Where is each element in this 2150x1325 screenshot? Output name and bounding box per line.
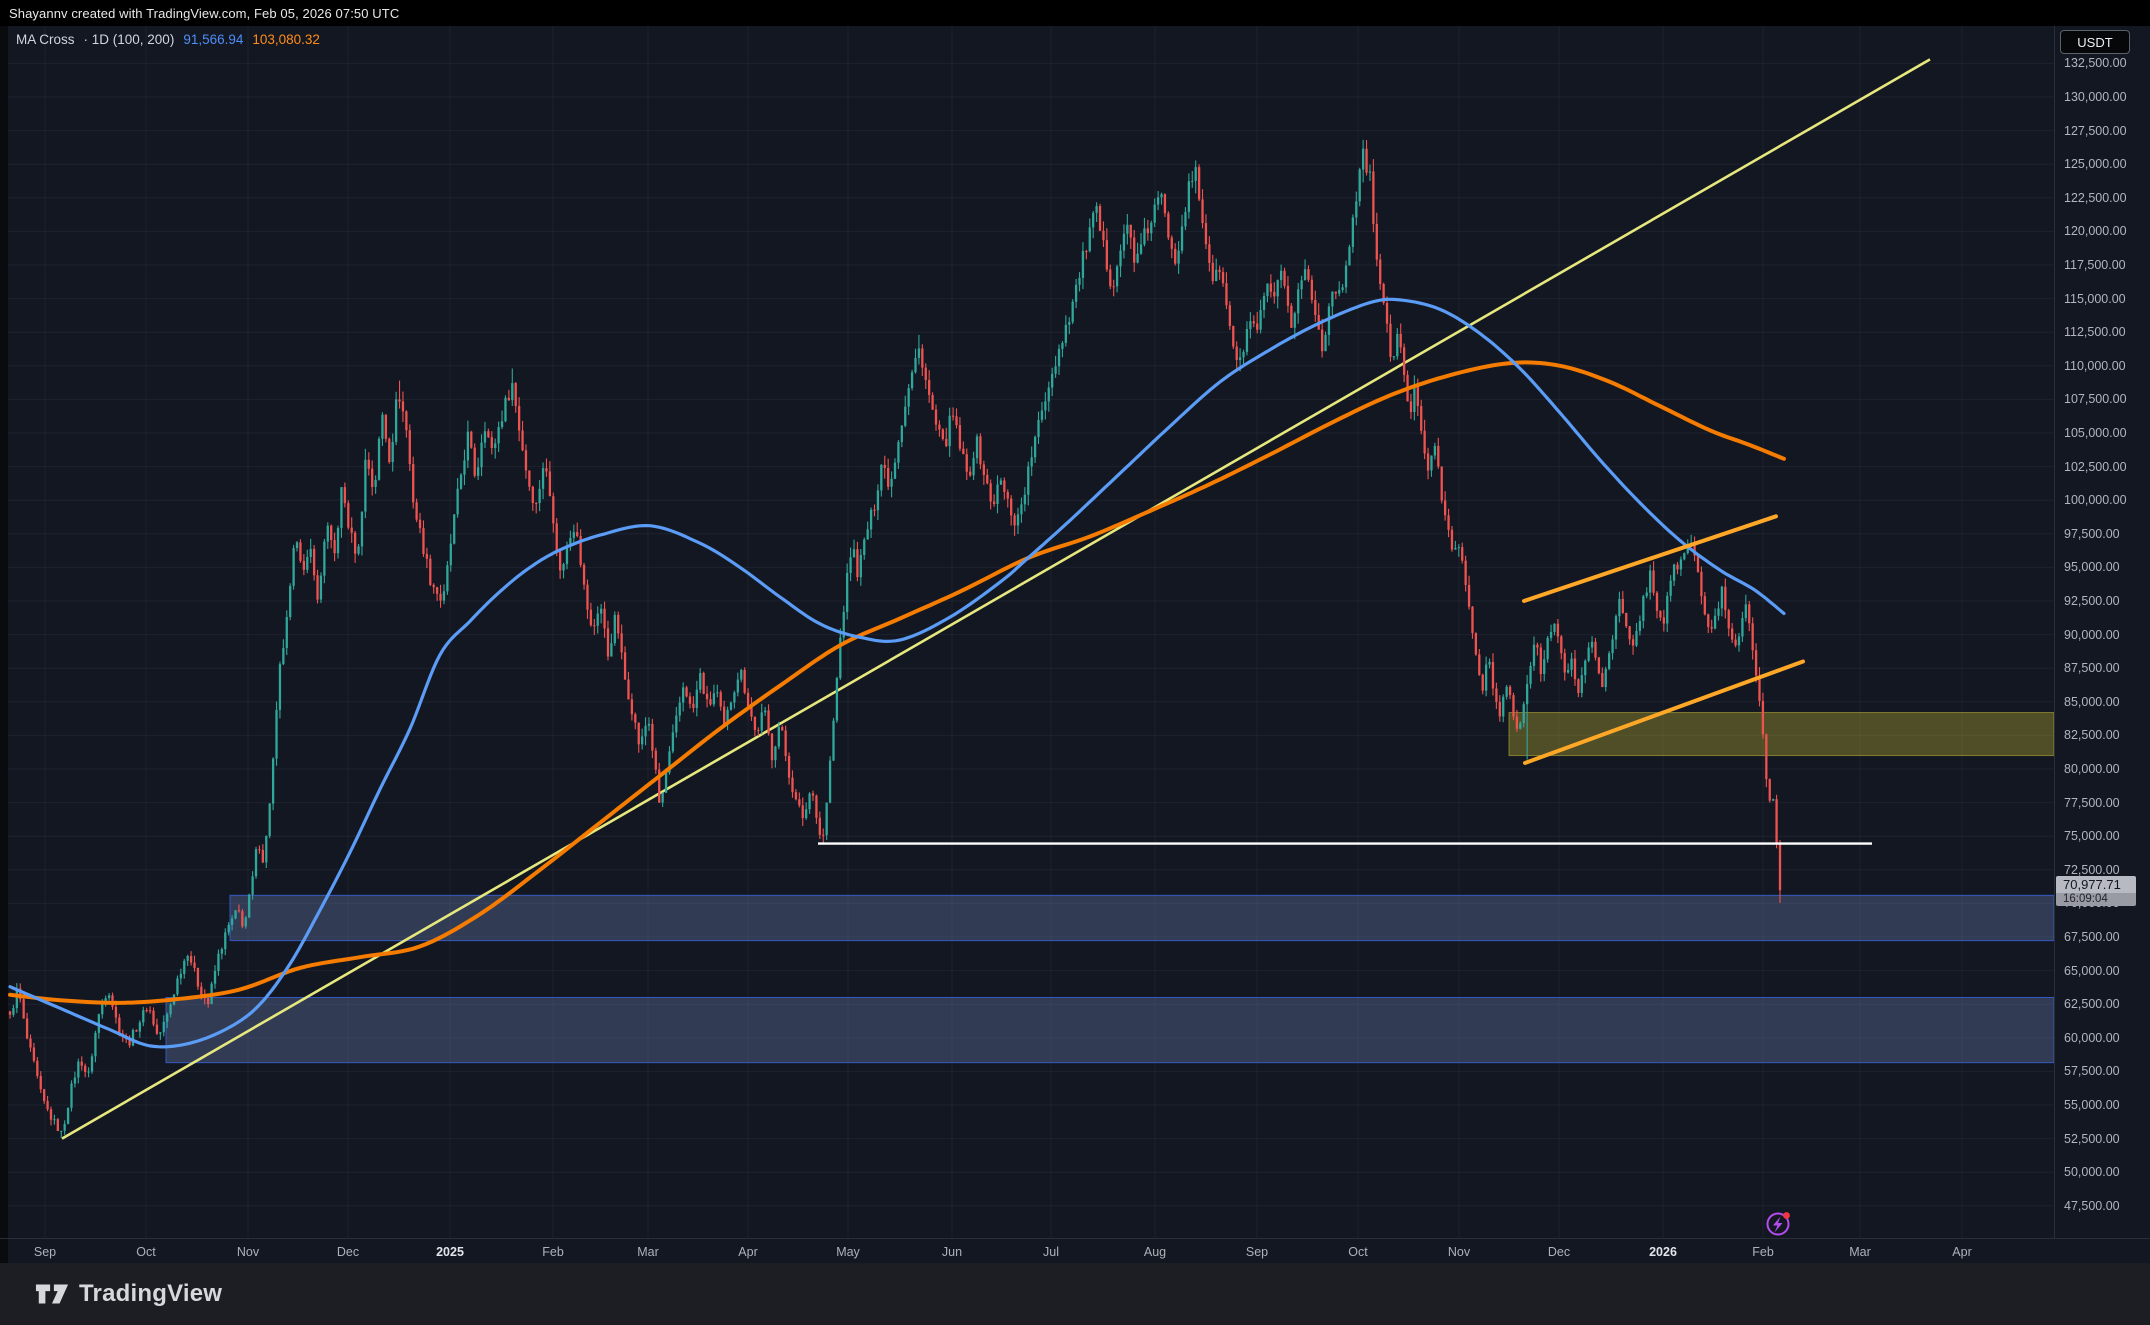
- attribution-text: Shayannv created with TradingView.com, F…: [9, 5, 400, 21]
- indicator-legend[interactable]: MA Cross · 1D (100, 200) 91,566.94 103,0…: [16, 30, 320, 48]
- flash-events-icon[interactable]: [1766, 1212, 1790, 1236]
- supply-zone-olive[interactable]: [1508, 712, 2055, 757]
- time-tick-label: Nov: [236, 1244, 260, 1259]
- tradingview-logo-icon[interactable]: [35, 1283, 69, 1305]
- time-tick-label: Mar: [637, 1244, 659, 1259]
- time-tick-label: Nov: [1447, 1244, 1471, 1259]
- time-tick-label: Sep: [1245, 1244, 1269, 1259]
- footer-bar: TradingView: [0, 1263, 2150, 1325]
- price-tick-label: 50,000.00: [2064, 1165, 2120, 1180]
- price-tick-label: 67,500.00: [2064, 930, 2120, 944]
- price-tick-label: 95,000.00: [2064, 560, 2120, 575]
- time-tick-label: Apr: [738, 1244, 758, 1259]
- currency-toggle-button[interactable]: USDT: [2060, 30, 2130, 54]
- price-tick-label: 72,500.00: [2064, 862, 2120, 877]
- price-tick-label: 60,000.00: [2064, 1030, 2120, 1045]
- highlight-zones[interactable]: [165, 712, 2055, 1064]
- indicator-name[interactable]: MA Cross: [16, 31, 75, 47]
- ma100-line[interactable]: [8, 297, 1786, 1049]
- price-tick-label: 90,000.00: [2064, 627, 2120, 642]
- time-tick-label: 2025: [436, 1244, 464, 1259]
- time-tick-label: Jul: [1043, 1244, 1059, 1259]
- last-price-value: 70,977.71: [2056, 876, 2136, 893]
- time-tick-label: Dec: [336, 1244, 360, 1259]
- demand-zone-upper[interactable]: [229, 894, 2055, 942]
- time-tick-label: Oct: [1348, 1244, 1368, 1259]
- price-tick-label: 110,000.00: [2064, 358, 2126, 373]
- tradingview-logo-text[interactable]: TradingView: [79, 1280, 223, 1307]
- price-tick-label: 102,500.00: [2064, 459, 2127, 474]
- time-tick-label: Oct: [136, 1244, 156, 1259]
- grid-lines: [0, 26, 2054, 1238]
- ma100-value: 91,566.94: [183, 31, 244, 47]
- ma200-line[interactable]: [8, 360, 1786, 1005]
- time-tick-label: May: [836, 1244, 860, 1259]
- price-tick-label: 115,000.00: [2064, 291, 2126, 306]
- time-tick-label: 2026: [1649, 1244, 1677, 1259]
- trendline-yellow[interactable]: [61, 58, 1931, 1140]
- price-axis[interactable]: 47,500.00 50,000.00 52,500.00 55,000.00 57,5…: [2054, 26, 2150, 1238]
- demand-zone-lower[interactable]: [165, 996, 2055, 1064]
- time-tick-label: Feb: [1752, 1244, 1774, 1259]
- price-tick-label: 120,000.00: [2064, 224, 2127, 239]
- time-tick-label: Sep: [33, 1244, 57, 1259]
- price-tick-label: 77,500.00: [2064, 795, 2120, 810]
- attribution-bar: Shayannv created with TradingView.com, F…: [0, 0, 2150, 26]
- time-axis[interactable]: Sep Oct Nov Dec 2025 Feb Mar Apr May Jun Jul Aug Sep…: [0, 1238, 2150, 1264]
- trendline-channel-upper[interactable]: [1522, 514, 1778, 603]
- price-tick-label: 97,500.00: [2064, 526, 2120, 541]
- price-tick-label: 127,500.00: [2064, 123, 2127, 138]
- price-tick-label: 82,500.00: [2064, 728, 2120, 743]
- ma200-value: 103,080.32: [252, 31, 320, 47]
- price-tick-label: 80,000.00: [2064, 762, 2120, 776]
- price-tick-label: 87,500.00: [2064, 661, 2120, 676]
- price-tick-label: 117,500.00: [2064, 258, 2126, 272]
- price-tick-label: 62,500.00: [2064, 997, 2120, 1012]
- price-tick-label: 125,000.00: [2064, 157, 2127, 172]
- left-edge-strip: [0, 26, 8, 1263]
- price-tick-label: 55,000.00: [2064, 1098, 2120, 1112]
- time-tick-label: Mar: [1849, 1244, 1871, 1259]
- time-tick-label: Dec: [1547, 1244, 1571, 1259]
- last-price-label: 70,977.71 16:09:04: [2056, 876, 2136, 906]
- price-tick-label: 65,000.00: [2064, 963, 2120, 978]
- price-tick-label: 85,000.00: [2064, 694, 2120, 709]
- price-tick-label: 130,000.00: [2064, 90, 2127, 104]
- time-tick-label: Jun: [941, 1244, 963, 1259]
- bar-countdown: 16:09:04: [2056, 893, 2136, 906]
- price-tick-label: 52,500.00: [2064, 1131, 2120, 1146]
- chart-background: [0, 26, 2150, 1238]
- price-tick-label: 122,500.00: [2064, 190, 2127, 205]
- candles-layer: [8, 139, 1782, 1138]
- trendline-channel-lower[interactable]: [1523, 659, 1805, 765]
- price-tick-label: 47,500.00: [2064, 1198, 2120, 1213]
- price-tick-label: 132,500.00: [2064, 56, 2127, 71]
- price-tick-label: 100,000.00: [2064, 493, 2127, 508]
- price-tick-label: 57,500.00: [2064, 1064, 2120, 1079]
- time-tick-label: Aug: [1143, 1244, 1167, 1259]
- price-tick-label: 107,500.00: [2064, 392, 2127, 407]
- time-tick-label: Apr: [1952, 1244, 1972, 1259]
- price-tick-label: 105,000.00: [2064, 426, 2127, 440]
- price-tick-label: 112,500.00: [2064, 325, 2126, 340]
- price-tick-label: 75,000.00: [2064, 829, 2120, 844]
- price-tick-label: 92,500.00: [2064, 594, 2120, 608]
- time-tick-label: Feb: [542, 1244, 564, 1259]
- indicator-params: · 1D (100, 200): [83, 31, 175, 47]
